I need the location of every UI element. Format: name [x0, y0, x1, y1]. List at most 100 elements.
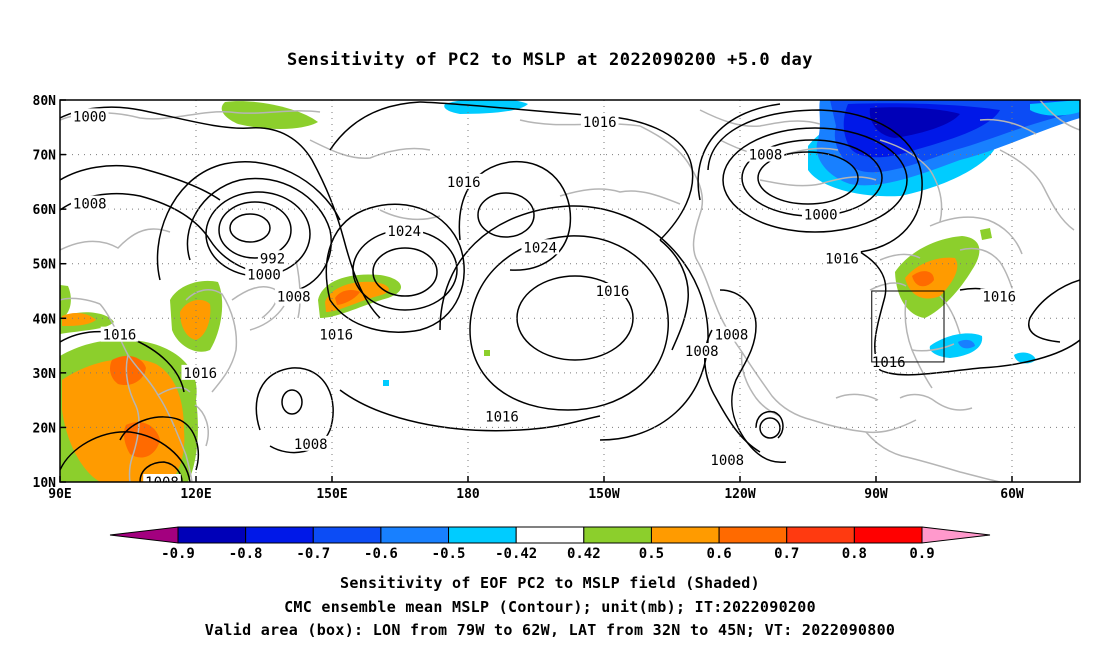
lat-label: 80N: [33, 94, 57, 109]
map-title: Sensitivity of PC2 to MSLP at 2022090200…: [286, 50, 813, 70]
positive-sensitivity-shading: [60, 101, 992, 482]
lon-label: 150W: [588, 487, 619, 502]
contour-label-bg: [385, 222, 424, 238]
contour-label-bg: [801, 206, 840, 222]
longitude-axis: 90E 120E 150E 180 150W 120W 90W 60W: [48, 476, 1024, 502]
contour-label: 1016: [447, 175, 481, 191]
colorbar-label: -0.5: [432, 546, 466, 562]
contour-label: 992: [260, 251, 285, 267]
contour-label-bg: [746, 146, 785, 162]
colorbar-label: 0.42: [567, 546, 601, 562]
colorbar-label: 0.8: [842, 546, 867, 562]
colorbar-label: 0.7: [774, 546, 799, 562]
contour-labels: 1000 1016 1008 1016 1008 1000 1024 1024 992 1016 1…: [70, 108, 1019, 491]
contour-label-bg: [70, 195, 109, 211]
contour-label-bg: [70, 108, 109, 124]
contour-label: 1008: [73, 197, 107, 213]
contour-label: 1016: [583, 115, 617, 131]
contour-label-bg: [274, 288, 313, 304]
contour-label-bg: [444, 173, 483, 189]
colorbar-label: -0.9: [161, 546, 195, 562]
contour-label-bg: [181, 364, 220, 380]
colorbar-swatch: [177, 526, 247, 544]
colorbar-label: -0.6: [364, 546, 398, 562]
contour-label-bg: [682, 343, 721, 359]
colorbar-swatch: [650, 526, 720, 544]
lat-label: 10N: [33, 476, 57, 491]
lat-label: 50N: [33, 258, 57, 273]
lat-label: 60N: [33, 203, 57, 218]
lon-label: 60W: [1000, 487, 1024, 502]
contour-label-bg: [245, 266, 283, 282]
contour-label-bg: [257, 250, 288, 266]
colorbar-label: 0.9: [909, 546, 934, 562]
lon-label: 120E: [180, 487, 211, 502]
lat-label: 30N: [33, 367, 57, 382]
colorbar-high-triangle: [921, 526, 991, 544]
contour-label: 1000: [804, 208, 838, 224]
colorbar-label: 0.5: [639, 546, 664, 562]
colorbar-swatch: [312, 526, 382, 544]
lon-label: 150E: [316, 487, 347, 502]
contour-label: 1016: [319, 328, 353, 344]
lon-label: 180: [456, 487, 480, 502]
contour-label: 1008: [294, 437, 328, 453]
contour-label-bg: [823, 250, 861, 266]
colorbar-label: -0.7: [296, 546, 330, 562]
contour-label-bg: [100, 326, 139, 342]
contour-label: 1016: [103, 328, 137, 344]
contour-label-bg: [580, 113, 619, 129]
caption-line-3: Valid area (box): LON from 79W to 62W, L…: [204, 621, 896, 639]
contour-label: 1016: [982, 289, 1016, 305]
contour-label: 1008: [749, 148, 783, 164]
colorbar-label: 0.6: [706, 546, 731, 562]
colorbar-swatch: [718, 526, 788, 544]
contour-label-bg: [291, 435, 330, 451]
latitude-axis: 80N 70N 60N 50N 40N 30N 20N 10N: [33, 94, 66, 491]
contour-label-bg: [980, 288, 1019, 304]
colorbar: -0.9 -0.8 -0.7 -0.6 -0.5 -0.42 0.42 0.5 0.6 0.7 0.…: [109, 526, 991, 562]
contour-label: 1008: [715, 328, 749, 344]
colorbar-swatch: [245, 526, 314, 544]
colorbar-label: -0.8: [229, 546, 263, 562]
colorbar-swatch: [786, 526, 855, 544]
contour-label-bg: [521, 239, 560, 255]
colorbar-swatch: [853, 526, 923, 544]
contour-label-bg: [712, 326, 751, 342]
lat-label: 70N: [33, 149, 57, 164]
contour-label: 1008: [685, 344, 719, 360]
lat-label: 40N: [33, 312, 57, 327]
valid-area-box: [871, 290, 945, 363]
colorbar-swatch: [583, 526, 652, 544]
contour-label: 1016: [485, 410, 519, 426]
contour-label: 1008: [145, 475, 179, 491]
contour-label: 1016: [183, 366, 217, 382]
lon-label: 90E: [48, 487, 71, 502]
lat-lon-grid: [60, 100, 1080, 482]
contour-label: 1016: [825, 251, 859, 267]
contour-label: 1016: [872, 355, 906, 371]
contour-label: 1024: [387, 224, 421, 240]
colorbar-low-triangle: [109, 526, 179, 544]
lon-label: 90W: [864, 487, 888, 502]
contour-label: 1000: [247, 268, 281, 284]
contour-label: 1000: [73, 109, 107, 125]
colorbar-swatch: [380, 526, 450, 544]
contour-label-bg: [143, 474, 181, 482]
caption-line-2: CMC ensemble mean MSLP (Contour); unit(m…: [284, 598, 816, 616]
contour-label: 1024: [523, 240, 557, 256]
map-frame: [59, 99, 1081, 483]
colorbar-swatch: [515, 526, 585, 544]
contour-label-bg: [483, 408, 521, 424]
colorbar-label: -0.42: [495, 546, 537, 562]
contour-label-bg: [593, 283, 632, 298]
lon-label: 120W: [724, 487, 755, 502]
lat-label: 20N: [33, 421, 57, 436]
caption-line-1: Sensitivity of EOF PC2 to MSLP field (Sh…: [340, 574, 760, 592]
contour-label: 1008: [710, 453, 744, 469]
contour-label: 1008: [277, 289, 311, 305]
contour-label-bg: [708, 452, 747, 468]
contour-label: 1016: [596, 284, 630, 300]
colorbar-swatch: [448, 526, 517, 544]
